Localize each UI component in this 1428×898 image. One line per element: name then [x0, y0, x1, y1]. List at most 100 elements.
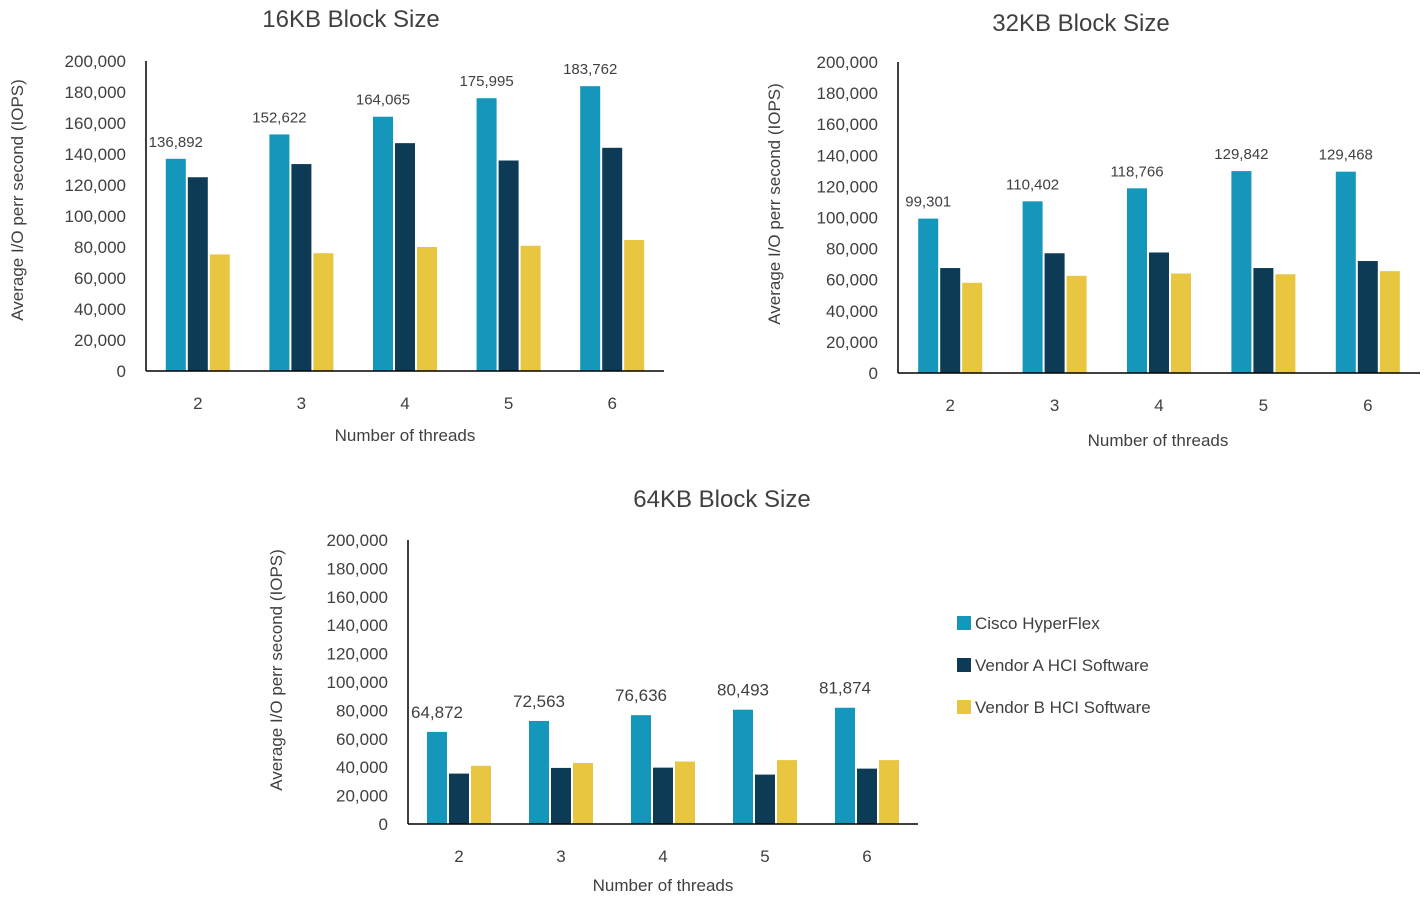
x-tick-label: 2: [193, 394, 202, 413]
data-labels: 64,872 72,563 76,636 80,493 81,874: [411, 679, 871, 722]
y-tick-label: 180,000: [327, 559, 388, 578]
data-label: 129,468: [1319, 147, 1373, 164]
bar: [1379, 271, 1400, 373]
legend: Cisco HyperFlex Vendor A HCI Software Ve…: [957, 614, 1151, 717]
data-label: 118,766: [1110, 163, 1163, 180]
bar: [1044, 253, 1065, 373]
y-tick-label: 160,000: [817, 115, 878, 134]
y-axis-ticks: 0 20,000 40,000 60,000 80,000 100,000 120,000 1…: [327, 531, 388, 834]
y-tick-label: 40,000: [826, 302, 878, 321]
bar: [835, 707, 855, 824]
chart-title: 64KB Block Size: [633, 486, 810, 513]
bar: [962, 282, 983, 373]
legend-item-vendor-a: Vendor A HCI Software: [957, 656, 1149, 675]
bar: [580, 86, 601, 372]
bar: [187, 177, 208, 371]
y-tick-label: 100,000: [65, 207, 126, 226]
data-label: 64,872: [411, 703, 463, 722]
bar: [165, 158, 186, 371]
bar: [449, 773, 469, 824]
legend-swatch: [957, 616, 971, 630]
bar: [1127, 188, 1147, 373]
y-tick-label: 120,000: [327, 645, 388, 664]
chart-title: 16KB Block Size: [262, 6, 439, 33]
bar: [498, 160, 519, 371]
y-tick-label: 20,000: [826, 333, 878, 352]
data-label: 183,762: [563, 61, 617, 78]
bar: [417, 247, 437, 371]
y-tick-label: 80,000: [74, 238, 126, 257]
y-axis-label: Average I/O perr second (IOPS): [267, 549, 286, 791]
data-label: 152,622: [252, 109, 306, 126]
y-tick-label: 40,000: [336, 758, 388, 777]
y-tick-label: 140,000: [327, 616, 388, 635]
y-tick-label: 200,000: [817, 53, 878, 72]
legend-label: Cisco HyperFlex: [975, 614, 1100, 633]
data-labels: 136,892 152,622 164,065 175,995 183,762: [149, 61, 618, 151]
y-tick-label: 200,000: [65, 52, 126, 71]
chart-16kb: 16KB Block Size Average I/O perr second …: [8, 6, 664, 445]
data-label: 129,842: [1214, 146, 1268, 163]
y-tick-label: 60,000: [826, 271, 878, 290]
y-tick-label: 0: [869, 364, 878, 383]
data-label: 110,402: [1006, 176, 1059, 193]
y-axis-label: Average I/O perr second (IOPS): [765, 83, 784, 325]
bar: [624, 240, 645, 371]
data-label: 99,301: [905, 194, 951, 211]
x-tick-label: 6: [862, 847, 871, 866]
data-label: 81,874: [819, 679, 871, 698]
y-axis-label: Average I/O perr second (IOPS): [8, 79, 27, 321]
bar: [373, 116, 393, 371]
bar: [1275, 274, 1296, 373]
y-tick-label: 160,000: [65, 114, 126, 133]
bar: [1022, 201, 1043, 373]
y-axis-ticks: 0 20,000 40,000 60,000 80,000 100,000 120,000 1…: [65, 52, 126, 381]
x-axis-label: Number of threads: [593, 876, 734, 895]
x-tick-label: 3: [297, 394, 306, 413]
x-tick-label: 6: [607, 394, 616, 413]
x-tick-label: 3: [556, 847, 565, 866]
data-label: 76,636: [615, 686, 667, 705]
bar: [209, 254, 230, 371]
bar: [631, 715, 651, 824]
bar: [476, 98, 497, 371]
bar: [940, 268, 961, 373]
chart-32kb: 32KB Block Size Average I/O perr second …: [765, 10, 1420, 450]
x-tick-label: 5: [760, 847, 769, 866]
x-tick-label: 5: [1259, 396, 1268, 415]
bar: [471, 765, 491, 824]
legend-item-vendor-b: Vendor B HCI Software: [957, 698, 1151, 717]
bar: [1149, 252, 1169, 373]
y-tick-label: 100,000: [817, 209, 878, 228]
y-axis-ticks: 0 20,000 40,000 60,000 80,000 100,000 120,000 1…: [817, 53, 878, 383]
x-axis-ticks: 2 3 4 5 6: [454, 847, 871, 866]
x-tick-label: 2: [454, 847, 463, 866]
x-tick-label: 6: [1363, 396, 1372, 415]
bar: [291, 164, 312, 371]
bar: [313, 253, 334, 371]
legend-item-cisco-hyperflex: Cisco HyperFlex: [957, 614, 1100, 633]
x-tick-label: 4: [658, 847, 667, 866]
y-tick-label: 20,000: [336, 787, 388, 806]
bar: [520, 245, 541, 371]
data-label: 164,065: [356, 92, 410, 109]
bar: [1231, 171, 1252, 373]
legend-swatch: [957, 658, 971, 672]
chart-title: 32KB Block Size: [992, 10, 1169, 37]
bar: [1171, 273, 1191, 373]
bar: [529, 720, 549, 824]
y-tick-label: 100,000: [327, 673, 388, 692]
x-axis-label: Number of threads: [335, 426, 476, 445]
bar: [777, 760, 797, 824]
bar: [1357, 261, 1378, 373]
legend-label: Vendor B HCI Software: [975, 698, 1151, 717]
bar: [857, 768, 877, 824]
bar: [733, 709, 753, 824]
x-axis-ticks: 2 3 4 5 6: [945, 396, 1372, 415]
data-label: 175,995: [459, 73, 513, 90]
data-label: 80,493: [717, 681, 769, 700]
bar: [675, 761, 695, 824]
y-tick-label: 180,000: [65, 83, 126, 102]
data-label: 136,892: [149, 134, 203, 151]
